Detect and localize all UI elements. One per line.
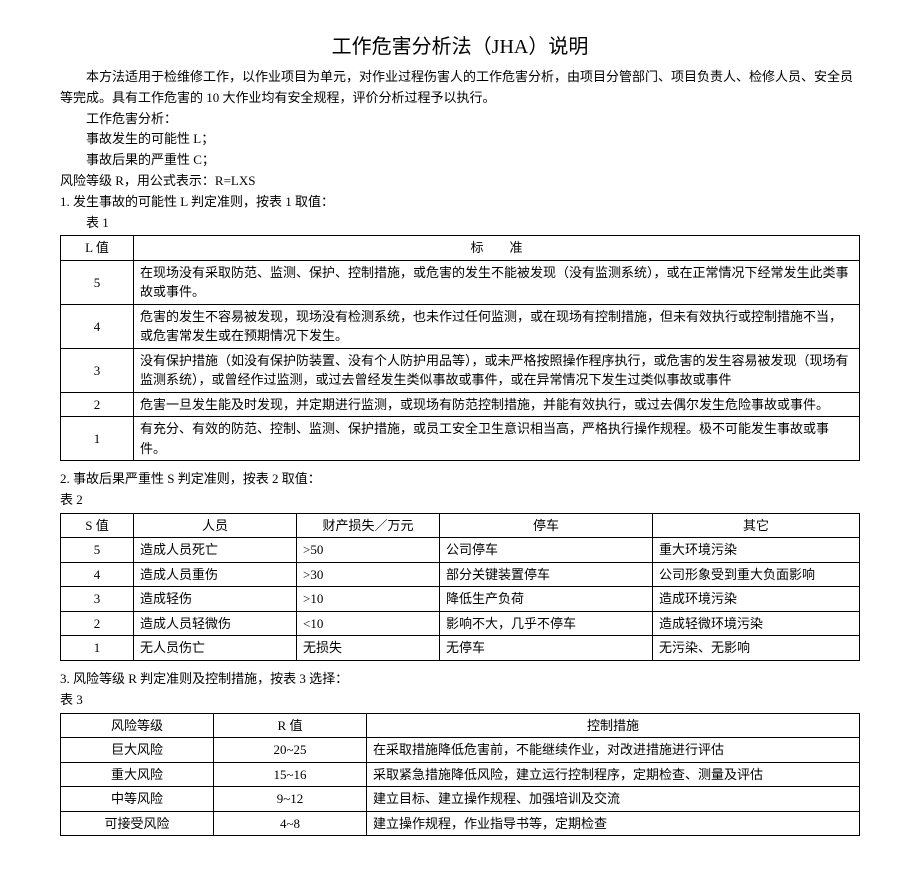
t2-r1-c1: 4 — [61, 562, 134, 587]
t2-h5: 其它 — [653, 513, 860, 538]
t2-h2: 人员 — [134, 513, 297, 538]
t2-r1-c3: >30 — [297, 562, 440, 587]
t2-r3-c5: 造成轻微环境污染 — [653, 611, 860, 636]
t3-r3-c1: 可接受风险 — [61, 811, 214, 836]
page-title: 工作危害分析法（JHA）说明 — [60, 30, 860, 59]
t2-r2-c5: 造成环境污染 — [653, 587, 860, 612]
t2-r3-c4: 影响不大，几乎不停车 — [440, 611, 653, 636]
t1-r1-v: 4 — [61, 304, 134, 348]
t1-r2-v: 3 — [61, 348, 134, 392]
t2-r4-c1: 1 — [61, 636, 134, 661]
t1-r4-v: 1 — [61, 417, 134, 461]
t3-r2-c3: 建立目标、建立操作规程、加强培训及交流 — [367, 787, 860, 812]
t3-r1-c1: 重大风险 — [61, 762, 214, 787]
t1-r4-d: 有充分、有效的防范、控制、监测、保护措施，或员工安全卫生意识相当高，严格执行操作… — [134, 417, 860, 461]
t3-r2-c2: 9~12 — [214, 787, 367, 812]
t1-h1: L 值 — [61, 236, 134, 261]
t3-r0-c3: 在采取措施降低危害前，不能继续作业，对改进措施进行评估 — [367, 738, 860, 763]
t2-r2-c1: 3 — [61, 587, 134, 612]
t1-r0-v: 5 — [61, 260, 134, 304]
t3-h3: 控制措施 — [367, 713, 860, 738]
t2-h4: 停车 — [440, 513, 653, 538]
intro-p1: 本方法适用于检维修工作，以作业项目为单元，对作业过程伤害人的工作危害分析，由项目… — [60, 67, 860, 109]
t3-r1-c3: 采取紧急措施降低风险，建立运行控制程序，定期检查、测量及评估 — [367, 762, 860, 787]
t2-r3-c1: 2 — [61, 611, 134, 636]
intro-p6: 1. 发生事故的可能性 L 判定准则，按表 1 取值： — [60, 192, 860, 213]
sec2-p1: 2. 事故后果严重性 S 判定准则，按表 2 取值： — [60, 469, 860, 490]
table-1: L 值 标 准 5在现场没有采取防范、监测、保护、控制措施，或危害的发生不能被发… — [60, 235, 860, 461]
intro-p3: 事故发生的可能性 L； — [60, 129, 860, 150]
t2-r1-c4: 部分关键装置停车 — [440, 562, 653, 587]
t1-r0-d: 在现场没有采取防范、监测、保护、控制措施，或危害的发生不能被发现（没有监测系统）… — [134, 260, 860, 304]
t2-r1-c2: 造成人员重伤 — [134, 562, 297, 587]
t2-r0-c4: 公司停车 — [440, 538, 653, 563]
t1-r2-d: 没有保护措施（如没有保护防装置、没有个人防护用品等），或未严格按照操作程序执行，… — [134, 348, 860, 392]
t3-r3-c3: 建立操作规程，作业指导书等，定期检查 — [367, 811, 860, 836]
sec3-p1: 3. 风险等级 R 判定准则及控制措施，按表 3 选择： — [60, 669, 860, 690]
table-3: 风险等级 R 值 控制措施 巨大风险20~25在采取措施降低危害前，不能继续作业… — [60, 713, 860, 837]
t2-r1-c5: 公司形象受到重大负面影响 — [653, 562, 860, 587]
t2-r4-c5: 无污染、无影响 — [653, 636, 860, 661]
t2-r4-c2: 无人员伤亡 — [134, 636, 297, 661]
t3-r2-c1: 中等风险 — [61, 787, 214, 812]
t2-h1: S 值 — [61, 513, 134, 538]
t2-r0-c2: 造成人员死亡 — [134, 538, 297, 563]
t2-r4-c4: 无停车 — [440, 636, 653, 661]
t3-r3-c2: 4~8 — [214, 811, 367, 836]
t1-r3-d: 危害一旦发生能及时发现，并定期进行监测，或现场有防范控制措施，并能有效执行，或过… — [134, 392, 860, 417]
t1-r3-v: 2 — [61, 392, 134, 417]
t2-r3-c2: 造成人员轻微伤 — [134, 611, 297, 636]
t2-r4-c3: 无损失 — [297, 636, 440, 661]
table3-caption: 表 3 — [60, 690, 860, 711]
t3-r1-c2: 15~16 — [214, 762, 367, 787]
table2-caption: 表 2 — [60, 490, 860, 511]
t2-r2-c4: 降低生产负荷 — [440, 587, 653, 612]
t1-r1-d: 危害的发生不容易被发现，现场没有检测系统，也未作过任何监测，或在现场有控制措施，… — [134, 304, 860, 348]
t3-h1: 风险等级 — [61, 713, 214, 738]
intro-p4: 事故后果的严重性 C； — [60, 150, 860, 171]
t2-r0-c1: 5 — [61, 538, 134, 563]
t2-r3-c3: <10 — [297, 611, 440, 636]
t2-r0-c5: 重大环境污染 — [653, 538, 860, 563]
t2-r2-c2: 造成轻伤 — [134, 587, 297, 612]
t1-h2: 标 准 — [134, 236, 860, 261]
table1-caption: 表 1 — [60, 213, 860, 234]
t3-h2: R 值 — [214, 713, 367, 738]
t2-r2-c3: >10 — [297, 587, 440, 612]
intro-p5: 风险等级 R，用公式表示：R=LXS — [60, 171, 860, 192]
t3-r0-c1: 巨大风险 — [61, 738, 214, 763]
table-2: S 值 人员 财产损失／万元 停车 其它 5造成人员死亡>50公司停车重大环境污… — [60, 513, 860, 661]
t2-r0-c3: >50 — [297, 538, 440, 563]
t2-h3: 财产损失／万元 — [297, 513, 440, 538]
intro-p2: 工作危害分析： — [60, 109, 860, 130]
t3-r0-c2: 20~25 — [214, 738, 367, 763]
